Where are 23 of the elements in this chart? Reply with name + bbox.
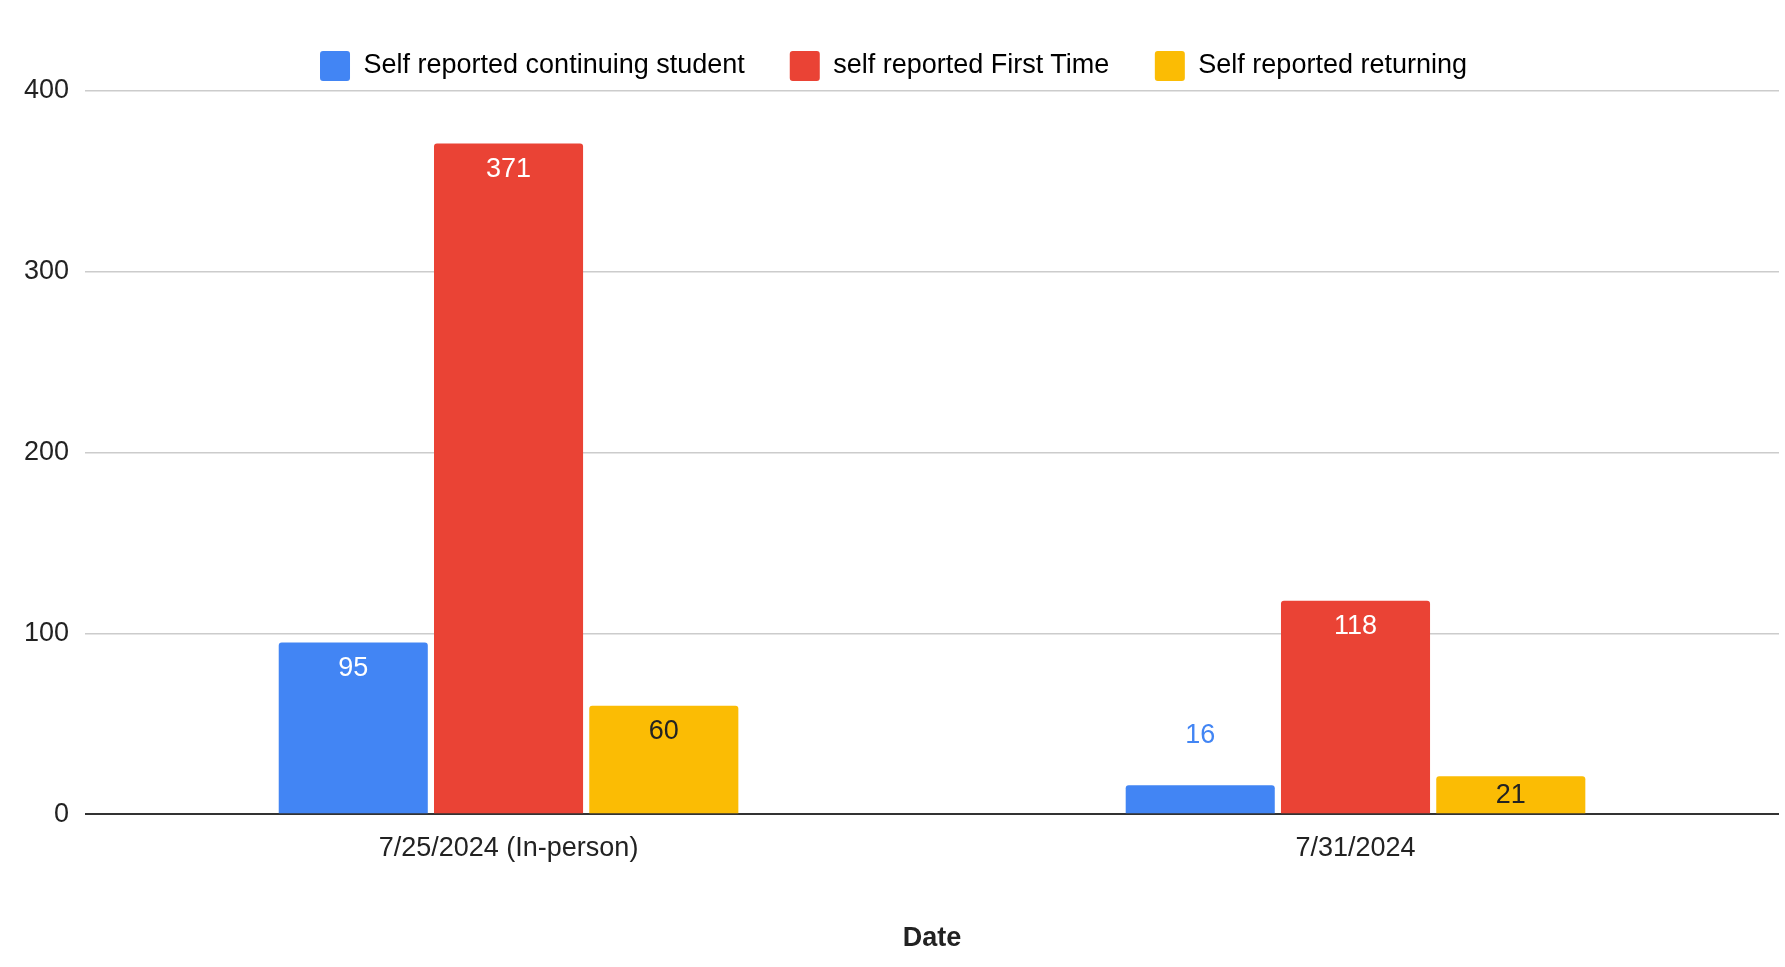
legend-label: Self reported continuing student: [363, 49, 746, 80]
x-tick-label: 7/25/2024 (In-person): [378, 831, 639, 862]
data-label: 21: [1495, 779, 1526, 810]
data-label: 95: [338, 651, 369, 682]
bar: [589, 705, 739, 814]
data-label: 16: [1185, 718, 1216, 749]
y-tick-label: 0: [54, 797, 70, 828]
data-label: 371: [486, 152, 532, 183]
data-label: 118: [1333, 610, 1378, 641]
y-tick-label: 300: [23, 255, 70, 286]
bar: [278, 642, 428, 814]
y-tick-label: 200: [23, 436, 70, 467]
bar: [434, 143, 584, 814]
x-tick-label: 7/31/2024: [1295, 831, 1416, 862]
data-label: 60: [648, 715, 679, 746]
bar: [1280, 600, 1431, 814]
y-tick-label: 100: [23, 616, 70, 647]
legend-label: self reported First Time: [833, 49, 1110, 80]
legend-label: Self reported returning: [1198, 49, 1467, 80]
bar: [1436, 776, 1586, 814]
x-axis-title: Date: [902, 922, 962, 953]
bar: [1125, 785, 1275, 814]
y-tick-label: 400: [23, 74, 70, 105]
